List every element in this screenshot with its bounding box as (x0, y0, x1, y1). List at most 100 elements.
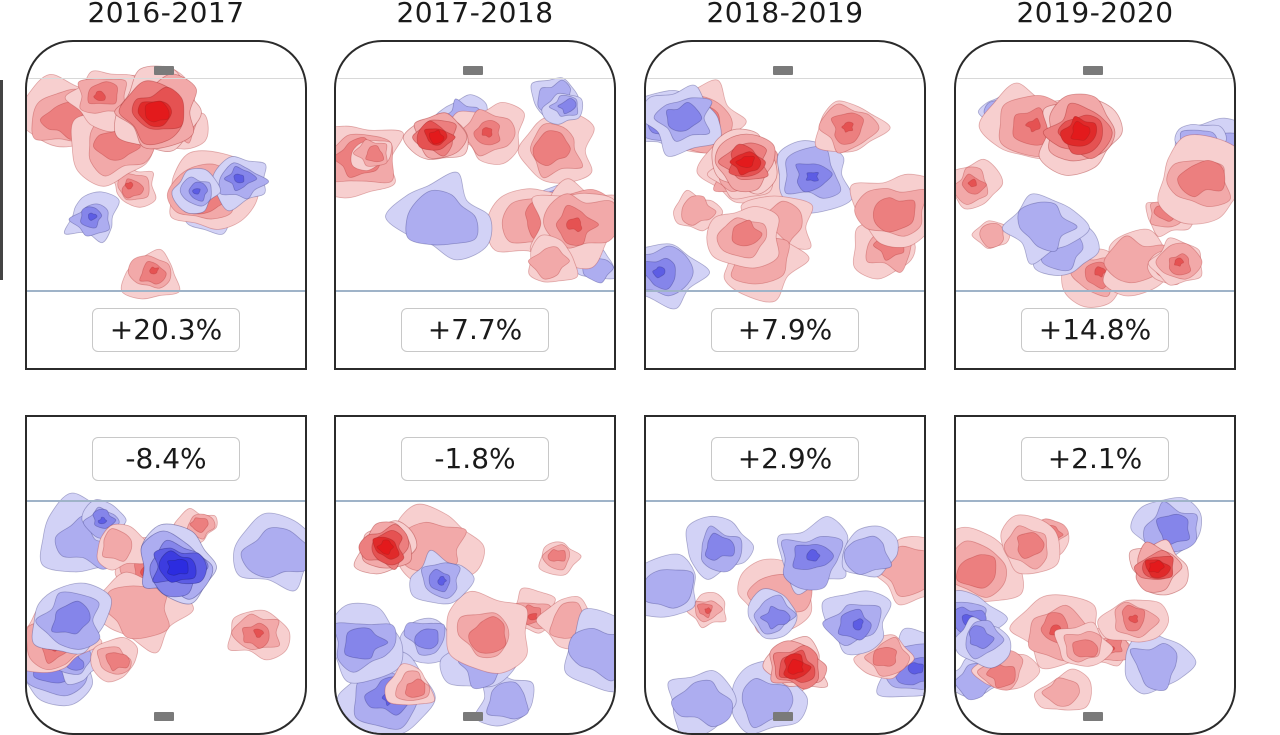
season-title-3: 2018-2019 (706, 0, 864, 29)
negative-density-contour (486, 681, 529, 720)
positive-density-hotspot (144, 100, 170, 123)
negative-density-contour (907, 662, 924, 675)
offense-change-label: +14.8% (1021, 308, 1169, 352)
negative-density-contour (437, 576, 447, 586)
goal-line (27, 78, 305, 79)
net-icon (154, 66, 174, 75)
positive-density-contour (681, 195, 717, 226)
offensive-zone-rink-3: +7.9% (644, 40, 926, 370)
positive-density-contour (149, 266, 160, 275)
positive-density-contour (872, 197, 916, 233)
season-title-4: 2019-2020 (1016, 0, 1174, 29)
negative-density-contour (1156, 513, 1191, 546)
goal-line (646, 78, 924, 79)
blue-line (336, 500, 614, 502)
positive-density-contour (1173, 257, 1185, 267)
negative-density-contour (646, 569, 695, 609)
net-icon (463, 712, 483, 721)
defensive-zone-rink-2: -1.8% (334, 415, 616, 735)
offense-change-label: +7.9% (711, 308, 859, 352)
defense-change-label: +2.1% (1021, 437, 1169, 481)
net-icon (463, 66, 483, 75)
defensive-heatmap (336, 503, 614, 733)
positive-density-contour (986, 663, 1016, 689)
offensive-zone-rink-1: +20.3% (25, 40, 307, 370)
negative-density-contour (760, 605, 791, 630)
positive-density-contour (1177, 159, 1226, 198)
negative-density-contour (1017, 201, 1078, 252)
positive-density-contour (105, 652, 130, 672)
blue-line (336, 290, 614, 292)
positive-density-contour (253, 628, 265, 638)
defense-change-label: -8.4% (92, 437, 240, 481)
negative-density-contour (806, 549, 821, 562)
positive-density-contour (527, 613, 538, 621)
offensive-zone-rink-4: +14.8% (954, 40, 1236, 370)
positive-density-contour (1041, 677, 1080, 707)
positive-density-contour (468, 616, 507, 654)
positive-density-contour (872, 647, 897, 667)
net-icon (154, 712, 174, 721)
negative-density-hotspot (167, 558, 189, 576)
positive-density-contour (481, 127, 493, 138)
positive-density-contour (101, 528, 133, 562)
defense-change-label: +2.9% (711, 437, 859, 481)
positive-density-contour (956, 554, 997, 589)
positive-density-hotspot (787, 658, 804, 675)
net-icon (1083, 712, 1103, 721)
blue-line (646, 500, 924, 502)
positive-density-contour (93, 90, 106, 102)
negative-density-contour (414, 628, 439, 650)
positive-density-contour (566, 217, 583, 233)
offensive-zone-rink-2: +7.7% (334, 40, 616, 370)
positive-density-contour (124, 181, 134, 190)
positive-density-contour (967, 178, 977, 188)
positive-density-contour (404, 678, 426, 698)
positive-density-contour (979, 223, 1004, 249)
blue-line (646, 290, 924, 292)
blue-line (956, 500, 1234, 502)
positive-density-contour (1094, 266, 1107, 278)
offensive-heatmap (336, 77, 614, 284)
defensive-zone-rink-3: +2.9% (644, 415, 926, 735)
negative-density-contour (192, 188, 201, 195)
negative-density-contour (843, 535, 892, 575)
negative-density-contour (51, 600, 91, 635)
negative-density-contour (805, 171, 819, 182)
positive-density-contour (1025, 117, 1041, 133)
net-icon (773, 66, 793, 75)
positive-density-contour (731, 219, 763, 247)
negative-density-contour (97, 516, 108, 525)
negative-density-contour (652, 266, 666, 279)
negative-density-contour (568, 627, 614, 682)
positive-density-contour (1016, 532, 1045, 559)
offense-change-label: +20.3% (92, 308, 240, 352)
positive-density-contour (841, 121, 854, 133)
defensive-heatmap (956, 497, 1203, 711)
positive-density-hotspot (428, 129, 445, 145)
negative-density-contour (233, 173, 245, 184)
positive-density-contour (1072, 639, 1099, 658)
season-title-1: 2016-2017 (87, 0, 245, 29)
negative-density-contour (704, 532, 735, 561)
positive-density-contour (189, 517, 209, 533)
goal-line (956, 78, 1234, 79)
blue-line (27, 500, 305, 502)
net-icon (773, 712, 793, 721)
positive-density-contour (365, 145, 385, 163)
positive-density-hotspot (376, 539, 394, 555)
positive-density-contour (527, 246, 570, 280)
defense-change-label: -1.8% (401, 437, 549, 481)
offense-change-label: +7.7% (401, 308, 549, 352)
positive-density-contour (532, 130, 571, 167)
positive-density-contour (1128, 614, 1139, 624)
negative-density-contour (405, 189, 479, 246)
defensive-heatmap (646, 515, 924, 733)
positive-density-contour (696, 603, 713, 619)
positive-density-hotspot (735, 155, 755, 168)
offensive-heatmap (646, 79, 924, 310)
left-cropped-rink-edge (0, 80, 3, 280)
offensive-heatmap (27, 65, 270, 300)
negative-density-contour (557, 98, 577, 115)
net-icon (1083, 66, 1103, 75)
